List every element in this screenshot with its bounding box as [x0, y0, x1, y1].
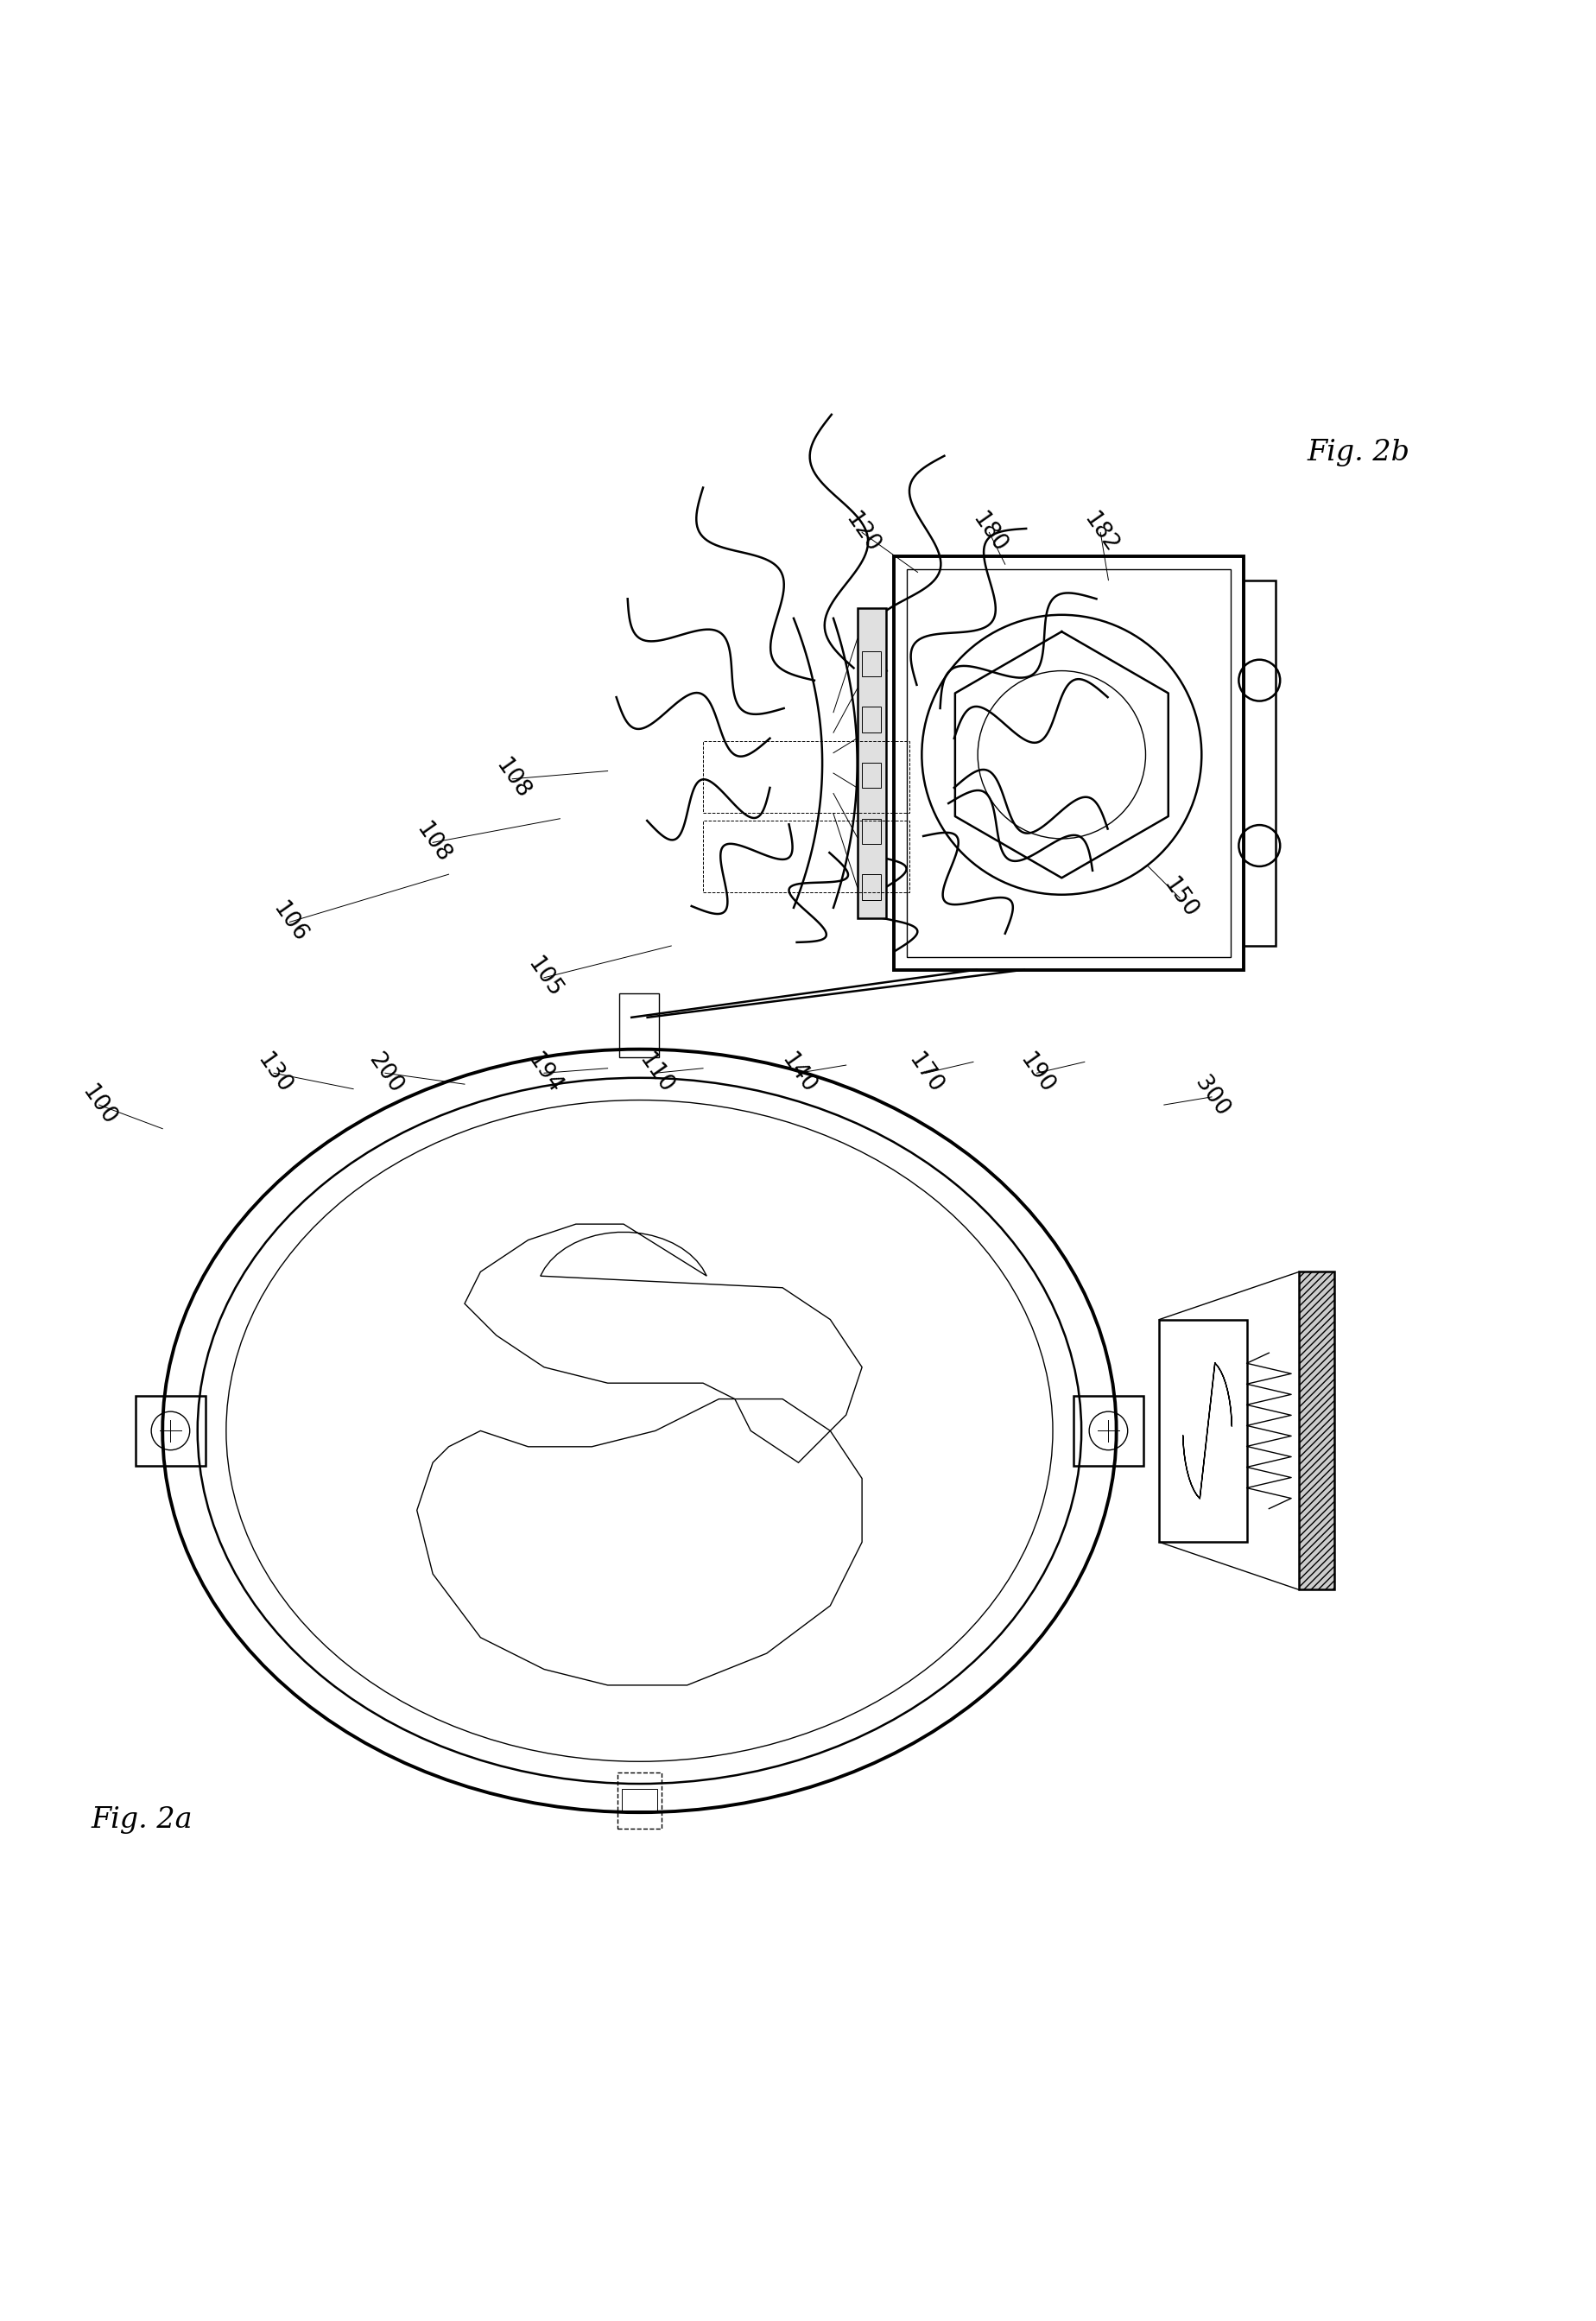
Bar — [907, 569, 1231, 956]
Bar — [862, 875, 881, 901]
Text: 110: 110 — [634, 1049, 677, 1098]
Bar — [1159, 1321, 1246, 1541]
Text: 120: 120 — [839, 508, 883, 557]
Bar — [862, 764, 881, 789]
Text: 108: 108 — [410, 819, 455, 866]
Bar — [702, 740, 910, 812]
Text: 140: 140 — [776, 1049, 820, 1098]
Bar — [619, 993, 659, 1056]
Bar — [894, 557, 1243, 970]
Text: 100: 100 — [77, 1082, 121, 1128]
Bar — [862, 819, 881, 845]
Bar — [702, 822, 910, 891]
Bar — [862, 652, 881, 675]
Bar — [862, 708, 881, 733]
Text: 180: 180 — [967, 508, 1010, 557]
Text: 190: 190 — [1015, 1049, 1058, 1098]
Text: 150: 150 — [1157, 875, 1200, 921]
Text: 106: 106 — [268, 898, 311, 947]
Text: Fig. 2a: Fig. 2a — [91, 1806, 193, 1834]
Text: 182: 182 — [1079, 508, 1122, 557]
Text: 300: 300 — [1189, 1072, 1232, 1121]
Text: 130: 130 — [252, 1049, 295, 1098]
Bar — [622, 1789, 656, 1810]
Text: 108: 108 — [490, 754, 533, 803]
Text: 170: 170 — [903, 1049, 946, 1098]
Text: 200: 200 — [364, 1049, 407, 1098]
Text: 194: 194 — [522, 1049, 565, 1098]
Bar — [1299, 1272, 1333, 1590]
Bar — [1243, 580, 1275, 947]
Text: Fig. 2b: Fig. 2b — [1307, 439, 1409, 467]
Text: 105: 105 — [522, 954, 565, 1003]
Bar — [136, 1395, 206, 1467]
Bar — [857, 608, 886, 919]
Bar — [618, 1773, 661, 1829]
Bar — [1073, 1395, 1143, 1467]
